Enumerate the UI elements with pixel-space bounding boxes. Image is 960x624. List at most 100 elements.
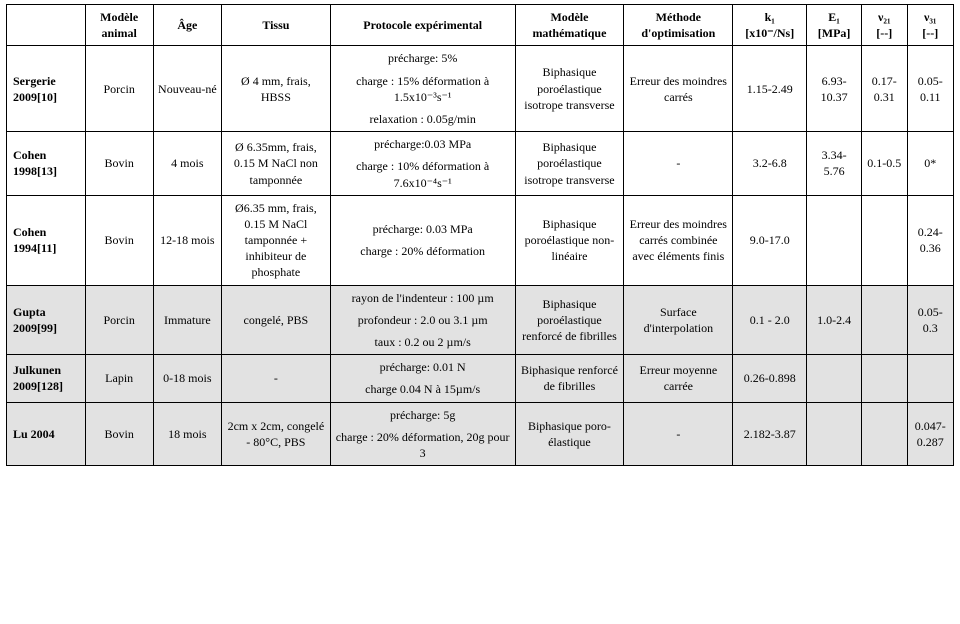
header-study <box>7 5 86 46</box>
cell-k1: 0.1 - 2.0 <box>733 285 807 355</box>
properties-table: Modèle animal Âge Tissu Protocole expéri… <box>6 4 954 466</box>
cell-e1 <box>807 402 862 466</box>
cell-model: Porcin <box>85 46 153 132</box>
cell-v31: 0.24-0.36 <box>907 195 953 285</box>
cell-k1: 1.15-2.49 <box>733 46 807 132</box>
header-protocol: Protocole expérimental <box>330 5 515 46</box>
cell-opt: Erreur des moindres carrés <box>624 46 733 132</box>
cell-v31: 0.05-0.3 <box>907 285 953 355</box>
header-v21-unit: [--] <box>866 25 902 41</box>
cell-protocol: précharge: 0.01 Ncharge 0.04 N à 15µm/s <box>330 355 515 402</box>
cell-opt: - <box>624 402 733 466</box>
cell-study: Gupta 2009[99] <box>7 285 86 355</box>
table-row: Julkunen 2009[128]Lapin0-18 mois-préchar… <box>7 355 954 402</box>
cell-study: Sergerie 2009[10] <box>7 46 86 132</box>
cell-opt: Surface d'interpolation <box>624 285 733 355</box>
table-row: Lu 2004Bovin18 mois2cm x 2cm, congelé - … <box>7 402 954 466</box>
header-e1: E₁ [MPa] <box>807 5 862 46</box>
cell-v21: 0.1-0.5 <box>862 132 907 196</box>
header-k1-label: k₁ <box>737 9 802 25</box>
header-math: Modèle mathématique <box>515 5 624 46</box>
cell-k1: 2.182-3.87 <box>733 402 807 466</box>
header-tissue: Tissu <box>221 5 330 46</box>
header-v31-label: ν₃₁ <box>912 9 949 25</box>
cell-protocol-line: relaxation : 0.05g/min <box>335 111 511 127</box>
cell-age: Nouveau-né <box>153 46 221 132</box>
cell-protocol-line: précharge: 0.03 MPa <box>335 221 511 237</box>
cell-tissue: Ø 6.35mm, frais, 0.15 M NaCl non tamponn… <box>221 132 330 196</box>
header-v31-unit: [--] <box>912 25 949 41</box>
cell-protocol: rayon de l'indenteur : 100 µm profondeur … <box>330 285 515 355</box>
cell-math: Biphasique poro-élastique <box>515 402 624 466</box>
cell-v31: 0* <box>907 132 953 196</box>
cell-v21: 0.17-0.31 <box>862 46 907 132</box>
cell-tissue: - <box>221 355 330 402</box>
cell-e1: 1.0-2.4 <box>807 285 862 355</box>
cell-model: Bovin <box>85 195 153 285</box>
table-header-row: Modèle animal Âge Tissu Protocole expéri… <box>7 5 954 46</box>
cell-protocol-line: charge : 20% déformation, 20g pour 3 <box>335 429 511 461</box>
cell-age: 12-18 mois <box>153 195 221 285</box>
cell-study: Julkunen 2009[128] <box>7 355 86 402</box>
cell-opt: Erreur des moindres carrés combinée avec… <box>624 195 733 285</box>
cell-protocol-line: charge : 20% déformation <box>335 243 511 259</box>
cell-v21 <box>862 285 907 355</box>
cell-protocol-line: précharge: 5% <box>335 50 511 66</box>
cell-math: Biphasique poroélastique renforcé de fib… <box>515 285 624 355</box>
cell-protocol-line: rayon de l'indenteur : 100 µm <box>335 290 511 306</box>
cell-v21 <box>862 402 907 466</box>
cell-protocol: précharge: 5% charge : 15% déformation à … <box>330 46 515 132</box>
cell-age: 0-18 mois <box>153 355 221 402</box>
cell-protocol-line: charge : 15% déformation à 1.5x10⁻³s⁻¹ <box>335 73 511 105</box>
cell-e1 <box>807 195 862 285</box>
cell-protocol-line: taux : 0.2 ou 2 µm/s <box>335 334 511 350</box>
cell-v31: 0.047-0.287 <box>907 402 953 466</box>
cell-protocol: précharge: 5g charge : 20% déformation, 2… <box>330 402 515 466</box>
cell-e1: 6.93-10.37 <box>807 46 862 132</box>
table-row: Cohen 1994[11]Bovin12-18 moisØ6.35 mm, f… <box>7 195 954 285</box>
cell-model: Bovin <box>85 132 153 196</box>
cell-tissue: 2cm x 2cm, congelé - 80°C, PBS <box>221 402 330 466</box>
table-body: Sergerie 2009[10]PorcinNouveau-néØ 4 mm,… <box>7 46 954 466</box>
table-row: Gupta 2009[99]PorcinImmaturecongelé, PBS… <box>7 285 954 355</box>
table-container: Modèle animal Âge Tissu Protocole expéri… <box>0 0 960 470</box>
cell-tissue: Ø6.35 mm, frais, 0.15 M NaCl tamponnée +… <box>221 195 330 285</box>
cell-opt: Erreur moyenne carrée <box>624 355 733 402</box>
cell-v21 <box>862 355 907 402</box>
cell-study: Lu 2004 <box>7 402 86 466</box>
table-header: Modèle animal Âge Tissu Protocole expéri… <box>7 5 954 46</box>
cell-model: Porcin <box>85 285 153 355</box>
cell-k1: 3.2-6.8 <box>733 132 807 196</box>
header-v21-label: ν₂₁ <box>866 9 902 25</box>
table-row: Sergerie 2009[10]PorcinNouveau-néØ 4 mm,… <box>7 46 954 132</box>
cell-age: 18 mois <box>153 402 221 466</box>
cell-age: 4 mois <box>153 132 221 196</box>
cell-opt: - <box>624 132 733 196</box>
cell-e1 <box>807 355 862 402</box>
header-k1-unit: [x10⁻/Ns] <box>737 25 802 41</box>
cell-math: Biphasique poroélastique non-linéaire <box>515 195 624 285</box>
cell-study: Cohen 1998[13] <box>7 132 86 196</box>
cell-k1: 0.26-0.898 <box>733 355 807 402</box>
cell-tissue: congelé, PBS <box>221 285 330 355</box>
cell-tissue: Ø 4 mm, frais, HBSS <box>221 46 330 132</box>
header-opt: Méthode d'optimisation <box>624 5 733 46</box>
cell-model: Lapin <box>85 355 153 402</box>
cell-math: Biphasique poroélastique isotrope transv… <box>515 46 624 132</box>
header-v31: ν₃₁ [--] <box>907 5 953 46</box>
cell-v21 <box>862 195 907 285</box>
cell-protocol-line: charge : 10% déformation à 7.6x10⁻⁴s⁻¹ <box>335 158 511 190</box>
header-k1: k₁ [x10⁻/Ns] <box>733 5 807 46</box>
cell-protocol-line: précharge:0.03 MPa <box>335 136 511 152</box>
cell-study: Cohen 1994[11] <box>7 195 86 285</box>
cell-e1: 3.34-5.76 <box>807 132 862 196</box>
cell-v31 <box>907 355 953 402</box>
cell-protocol: précharge: 0.03 MPa charge : 20% déformat… <box>330 195 515 285</box>
header-model: Modèle animal <box>85 5 153 46</box>
cell-protocol: précharge:0.03 MPa charge : 10% déformati… <box>330 132 515 196</box>
cell-protocol-line: profondeur : 2.0 ou 3.1 µm <box>335 312 511 328</box>
cell-protocol-line: précharge: 5g <box>335 407 511 423</box>
cell-k1: 9.0-17.0 <box>733 195 807 285</box>
header-e1-label: E₁ <box>811 9 857 25</box>
cell-protocol-line: charge 0.04 N à 15µm/s <box>335 381 511 397</box>
